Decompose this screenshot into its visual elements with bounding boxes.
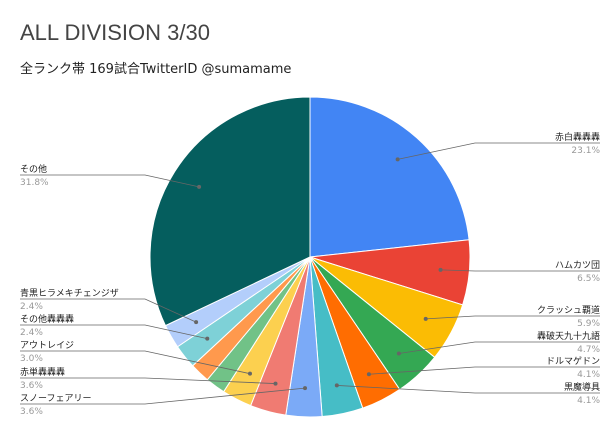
leader-dot [197,184,202,189]
slice-percent: 3.6% [20,407,43,417]
chart-subtitle: 全ランク帯 169試合TwitterID @sumamame [20,62,292,77]
leader-line [398,341,600,354]
leader-line [397,142,600,160]
slice-percent: 23.1% [571,146,600,156]
leader-dot [273,381,278,386]
slice-percent: 31.8% [20,178,49,188]
pie-slice [149,96,311,327]
pie-slice [309,96,470,258]
leader-line [20,377,276,384]
slice-percent: 3.6% [20,381,43,391]
slice-label: その他轟轟轟 [20,313,74,325]
slice-percent: 3.0% [20,354,43,364]
leader-dot [395,157,400,162]
slice-label: アウトレイジ [20,340,74,351]
leader-dot [303,386,308,391]
slice-percent: 4.7% [577,345,600,355]
slice-label: クラッシュ覇道 [537,304,600,316]
slice-percent: 2.4% [20,328,43,338]
leader-line [20,350,251,375]
leader-line [20,387,306,405]
leader-dot [205,336,210,341]
slice-label: 赤白轟轟轟 [555,131,600,143]
leader-dot [334,383,339,388]
slice-label: 黒魔導具 [564,381,600,393]
slice-percent: 2.4% [20,302,43,312]
leader-dot [247,371,252,376]
leader-line [20,324,208,340]
slice-percent: 6.5% [577,274,600,284]
leader-dot [423,316,428,321]
leader-line [440,269,600,272]
leader-dot [194,320,199,325]
slice-label: ドルマゲドン [546,355,600,367]
leader-line [368,366,600,375]
slice-label: 青黒ヒラメキチェンジザ [20,287,119,299]
chart-title: ALL DIVISION 3/30 [20,20,210,45]
slice-label: 赤単轟轟轟 [20,366,65,378]
slice-percent: 4.1% [577,370,600,380]
leader-dot [366,372,371,377]
slice-label: 轟破天九十九語 [537,330,600,342]
leader-dot [438,267,443,272]
leader-line [425,315,600,320]
slice-percent: 5.9% [577,319,600,329]
leader-line [336,385,600,394]
leader-dot [396,351,401,356]
slice-label: ハムカツ団 [555,260,600,271]
slice-label: その他 [20,163,47,175]
leader-line [20,174,200,188]
leader-line [20,298,197,323]
slice-percent: 4.1% [577,396,600,406]
slice-label: スノーフェアリー [20,394,91,404]
